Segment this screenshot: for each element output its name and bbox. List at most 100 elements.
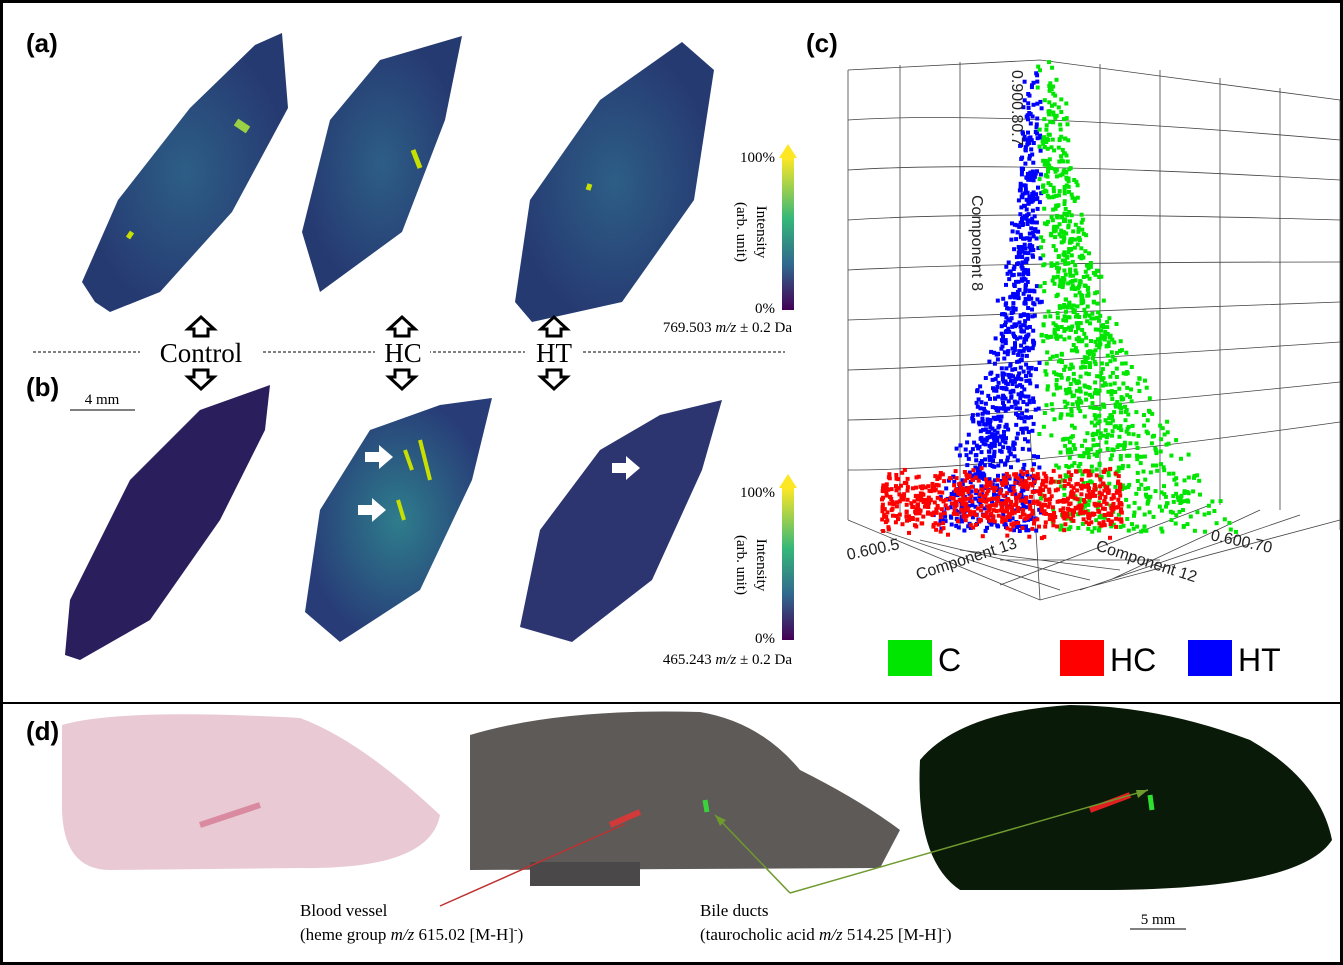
scatter-point bbox=[1023, 161, 1028, 166]
scatter-point bbox=[1075, 242, 1080, 247]
scatter-point bbox=[1025, 402, 1030, 407]
scatter-point bbox=[1053, 488, 1058, 493]
scatter-point bbox=[1035, 101, 1040, 106]
scatter-point bbox=[976, 478, 981, 483]
scatter-point bbox=[1021, 400, 1026, 404]
scatter-point bbox=[1018, 473, 1023, 478]
scatter-point bbox=[958, 481, 963, 486]
legend-swatch bbox=[1060, 640, 1104, 676]
scatter-point bbox=[922, 497, 927, 502]
scatter-point bbox=[973, 496, 978, 501]
scatter-point bbox=[1068, 270, 1073, 275]
scatter-point bbox=[1021, 236, 1025, 241]
scatter-point bbox=[1085, 447, 1090, 452]
scatter-point bbox=[1073, 505, 1078, 510]
scatter-point bbox=[1118, 339, 1123, 344]
scatter-point bbox=[1098, 448, 1103, 453]
scatter-point bbox=[1171, 494, 1176, 499]
scatter-point bbox=[923, 501, 928, 506]
scatter-point bbox=[1185, 522, 1190, 527]
scatter-point bbox=[923, 485, 928, 490]
scatter-point bbox=[1182, 491, 1187, 495]
scatter-point bbox=[1066, 482, 1071, 486]
scatter-point bbox=[1166, 441, 1171, 446]
scatter-point bbox=[1025, 219, 1030, 224]
scatter-point bbox=[1009, 316, 1014, 321]
scatter-point bbox=[1023, 319, 1028, 324]
scatter-point bbox=[916, 474, 921, 479]
scatter-point bbox=[948, 505, 953, 510]
scatter-point bbox=[1037, 135, 1042, 140]
scatter-point bbox=[1050, 407, 1055, 412]
scatter-point bbox=[1076, 226, 1081, 231]
scatter-point bbox=[1101, 520, 1106, 525]
scatter-point bbox=[1117, 434, 1122, 439]
scatter-point bbox=[1100, 367, 1105, 372]
scatter-point bbox=[1014, 237, 1019, 242]
scatter-point bbox=[1028, 506, 1033, 511]
scatter-point bbox=[1098, 431, 1103, 436]
scatter-point bbox=[1036, 476, 1041, 481]
scatter-point bbox=[1026, 430, 1031, 434]
scatter-point bbox=[1124, 407, 1129, 412]
detail-prefix: (taurocholic acid bbox=[700, 925, 819, 944]
scatter-point bbox=[987, 429, 992, 434]
scatter-point bbox=[992, 428, 997, 433]
scatter-point bbox=[1068, 390, 1073, 395]
scatter-point bbox=[1056, 105, 1061, 110]
scatter-point bbox=[1012, 528, 1016, 533]
scatter-point bbox=[1092, 487, 1097, 492]
scatter-point bbox=[1051, 229, 1056, 234]
scatter-point bbox=[1057, 305, 1062, 310]
scatter-point bbox=[969, 484, 974, 489]
scatter-point bbox=[1032, 462, 1036, 467]
scatter-point bbox=[1051, 392, 1056, 397]
scatter-point bbox=[1031, 160, 1036, 165]
scatter-point bbox=[1011, 374, 1015, 379]
scatter-point bbox=[1037, 465, 1042, 470]
scatter-point bbox=[1019, 172, 1024, 177]
scatter-point bbox=[1044, 476, 1049, 480]
scatter-point bbox=[1067, 189, 1071, 194]
scatter-point bbox=[1091, 271, 1096, 275]
scatter-point bbox=[1023, 286, 1028, 290]
scatter-point bbox=[1078, 279, 1083, 284]
scatter-point bbox=[1091, 299, 1096, 304]
scatter-point bbox=[1005, 491, 1010, 496]
scatter-point bbox=[1050, 218, 1055, 223]
scatter-point bbox=[1027, 231, 1032, 236]
scatter-point bbox=[1212, 509, 1217, 513]
scatter-point bbox=[1038, 486, 1043, 491]
scatter-point bbox=[1110, 508, 1115, 513]
scatter-point bbox=[1024, 345, 1029, 350]
scatter-point bbox=[1008, 362, 1013, 367]
scatter-point bbox=[1015, 294, 1020, 299]
scatter-point bbox=[1063, 272, 1068, 277]
scatter-point bbox=[941, 521, 946, 526]
scatter-point bbox=[1109, 519, 1114, 524]
scatter-point bbox=[1067, 455, 1072, 460]
scatter-point bbox=[1097, 318, 1101, 323]
scatter-point bbox=[994, 509, 999, 513]
scatter-point bbox=[926, 505, 931, 509]
scatter-point bbox=[1015, 431, 1020, 436]
scatter-point bbox=[1060, 172, 1065, 177]
scatter-point bbox=[985, 515, 990, 520]
scatter-point bbox=[980, 534, 985, 539]
scatter-point bbox=[1059, 325, 1064, 329]
scatter-point bbox=[980, 419, 985, 423]
scatter-point bbox=[1034, 192, 1039, 197]
scatter-point bbox=[915, 517, 920, 522]
scatter-point bbox=[1030, 307, 1034, 312]
scatter-point bbox=[984, 491, 989, 496]
scatter-point bbox=[973, 472, 978, 477]
detail-sup: - bbox=[514, 924, 518, 936]
scatter-point bbox=[1085, 304, 1090, 309]
scatter-point bbox=[1096, 509, 1101, 513]
scatter-point bbox=[1054, 463, 1059, 468]
scatter-point bbox=[1025, 213, 1029, 218]
scatter-point bbox=[1055, 224, 1060, 229]
scatter-point bbox=[1021, 466, 1026, 471]
scatter-point bbox=[1047, 112, 1052, 117]
scale-bar-label: 4 mm bbox=[85, 392, 120, 408]
